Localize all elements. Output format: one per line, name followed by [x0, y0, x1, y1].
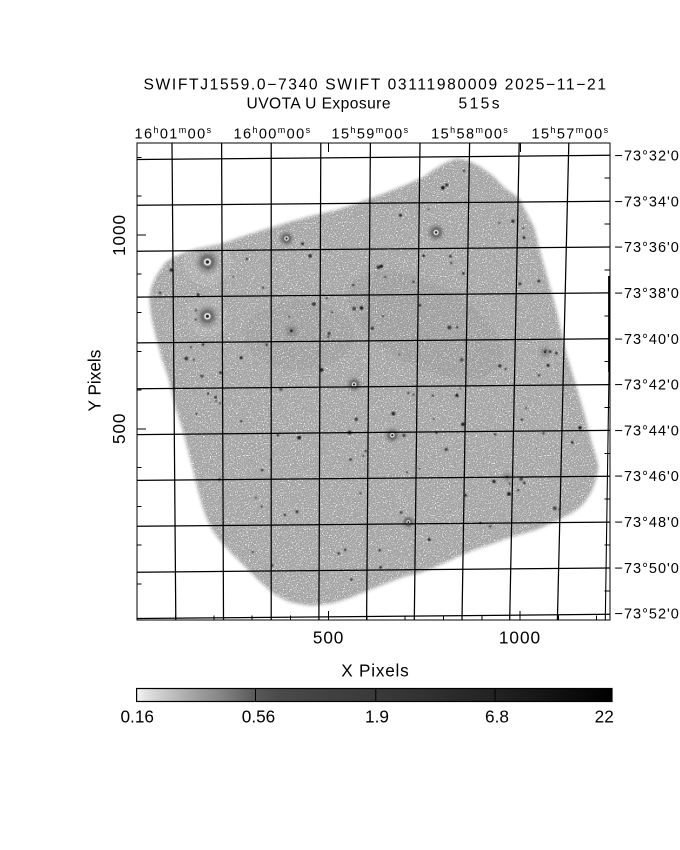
svg-text:Y Pixels: Y Pixels [85, 350, 105, 412]
svg-text:16h00m00s: 16h00m00s [233, 125, 311, 143]
svg-text:22: 22 [595, 707, 614, 727]
svg-text:−73°34'0: −73°34'0 [615, 194, 680, 210]
svg-text:UVOTA U Exposure: UVOTA U Exposure [247, 96, 391, 113]
svg-text:SWIFTJ1559.0−7340 SWIFT 031119: SWIFTJ1559.0−7340 SWIFT 03111980009 2025… [144, 77, 607, 94]
svg-text:1.9: 1.9 [365, 707, 389, 727]
svg-text:−73°36'0: −73°36'0 [615, 240, 680, 256]
svg-text:0.56: 0.56 [242, 707, 275, 727]
svg-text:−73°38'0: −73°38'0 [615, 286, 680, 302]
svg-text:15h59m00s: 15h59m00s [331, 125, 409, 143]
svg-text:−73°52'0: −73°52'0 [615, 607, 680, 623]
svg-text:−73°32'0: −73°32'0 [615, 149, 680, 165]
svg-text:15h57m00s: 15h57m00s [531, 125, 609, 143]
svg-text:−73°44'0: −73°44'0 [615, 423, 680, 439]
svg-text:16h01m00s: 16h01m00s [134, 125, 212, 143]
svg-text:−73°48'0: −73°48'0 [615, 515, 680, 531]
svg-text:15h58m00s: 15h58m00s [431, 125, 509, 143]
svg-text:1000: 1000 [109, 214, 129, 256]
svg-text:6.8: 6.8 [485, 707, 509, 727]
svg-text:X Pixels: X Pixels [341, 660, 409, 680]
svg-text:−73°42'0: −73°42'0 [615, 378, 680, 394]
svg-text:1000: 1000 [499, 628, 541, 648]
svg-text:−73°40'0: −73°40'0 [615, 332, 680, 348]
svg-text:500: 500 [109, 413, 129, 444]
svg-text:−73°46'0: −73°46'0 [615, 469, 680, 485]
svg-text:0.16: 0.16 [121, 707, 154, 727]
svg-text:500: 500 [313, 628, 344, 648]
svg-text:−73°50'0: −73°50'0 [615, 561, 680, 577]
